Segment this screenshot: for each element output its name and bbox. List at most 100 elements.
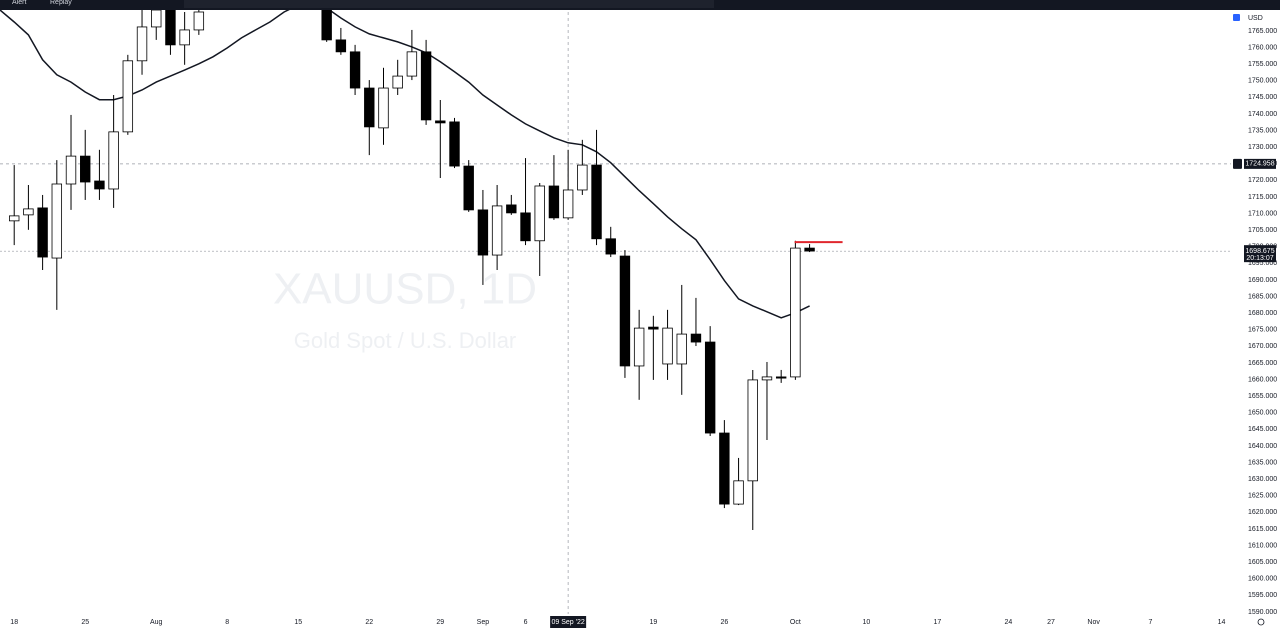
y-tick-label: 1740.000: [1248, 111, 1277, 118]
watermark: XAUUSD, 1D Gold Spot / U.S. Dollar: [273, 265, 537, 353]
candle-body: [420, 51, 432, 121]
drawing-tools[interactable]: [184, 0, 714, 8]
candle-body: [761, 376, 773, 381]
y-tick-label: 1680.000: [1248, 310, 1277, 317]
y-tick-label: 1710.000: [1248, 210, 1277, 217]
candle-body: [94, 180, 105, 190]
watermark-title: XAUUSD, 1D: [273, 265, 537, 314]
y-tick-label: 1745.000: [1248, 94, 1277, 101]
crosshair-plus-button[interactable]: [1233, 158, 1242, 169]
candle-body: [775, 376, 787, 379]
y-tick-label: 1750.000: [1248, 78, 1277, 85]
candle-body: [506, 204, 517, 214]
y-tick-label: 1675.000: [1248, 327, 1277, 334]
candle-body: [690, 333, 702, 343]
crosshair-price-label: 1724.958: [1245, 161, 1274, 168]
candle-body: [719, 432, 730, 505]
candle-body: [335, 39, 347, 53]
y-tick-label: 1590.000: [1248, 609, 1277, 616]
x-tick-label: Aug: [150, 619, 163, 626]
y-tick-label: 1605.000: [1248, 559, 1277, 566]
candle-body: [179, 29, 190, 46]
y-tick-label: 1650.000: [1248, 410, 1277, 417]
y-tick-label: 1630.000: [1248, 476, 1277, 483]
last-price-label: 1698.675: [1245, 248, 1274, 255]
y-tick-label: 1705.000: [1248, 227, 1277, 234]
x-tick-label: 27: [1047, 619, 1055, 626]
x-tick-label: 26: [720, 619, 728, 626]
watermark-subtitle: Gold Spot / U.S. Dollar: [294, 328, 517, 353]
candle-body: [662, 327, 673, 365]
x-tick-label: 22: [365, 619, 373, 626]
x-tick-label: 25: [81, 619, 89, 626]
x-tick-label: 7: [1149, 619, 1153, 626]
y-tick-label: 1735.000: [1248, 127, 1277, 134]
candle-body: [23, 208, 34, 216]
y-tick-label: 1655.000: [1248, 393, 1277, 400]
y-tick-label: 1685.000: [1248, 293, 1277, 300]
candle-body: [9, 215, 20, 222]
candle-body: [392, 75, 403, 89]
y-tick-label: 1640.000: [1248, 443, 1277, 450]
candle-body: [80, 155, 91, 183]
candle-body: [435, 120, 446, 124]
candle-body: [151, 10, 162, 28]
x-tick-label: 8: [225, 619, 229, 626]
crosshair-date-box: [550, 616, 587, 628]
settings-button[interactable]: [1257, 618, 1265, 626]
y-tick-label: 1760.000: [1248, 44, 1277, 51]
x-tick-label: Oct: [790, 619, 801, 626]
plot-area: [0, 10, 1230, 614]
axes: 1590.000 1595.000 1600.000 1605.000 1610.000…: [10, 28, 1277, 628]
crosshair-date-label: 09 Sep '22: [551, 619, 584, 626]
moving-average: [0, 10, 810, 319]
currency-label[interactable]: USD: [1248, 15, 1263, 22]
candle-body: [733, 480, 744, 505]
candle-body: [193, 11, 205, 31]
candle-body: [562, 189, 574, 219]
y-tick-label: 1715.000: [1248, 194, 1277, 201]
last-price-box: [1244, 245, 1276, 263]
x-tick-label: Nov: [1087, 619, 1100, 626]
y-tick-label: 1755.000: [1248, 61, 1277, 68]
currency-icon[interactable]: [1233, 14, 1240, 21]
candle-body: [136, 26, 148, 62]
candle-body: [534, 185, 545, 242]
candle-body: [378, 87, 389, 129]
candle-body: [491, 205, 503, 256]
candle-body: [349, 51, 361, 89]
x-tick-label: 14: [1218, 619, 1226, 626]
x-tick-label: 15: [294, 619, 302, 626]
toolbar-item[interactable]: Replay: [50, 0, 72, 6]
y-tick-label: 1600.000: [1248, 576, 1277, 583]
candle-body: [704, 341, 716, 434]
candle-body: [65, 155, 77, 185]
candle-body: [633, 327, 645, 367]
candle-body: [406, 51, 418, 77]
y-tick-label: 1665.000: [1248, 360, 1277, 367]
x-tick-label: 6: [524, 619, 528, 626]
candle-body: [51, 183, 63, 259]
y-tick-label: 1595.000: [1248, 592, 1277, 599]
candle-body: [619, 255, 631, 367]
toolbar-item[interactable]: Alert: [12, 0, 26, 6]
y-tick-label: 1670.000: [1248, 343, 1277, 350]
candle-body: [165, 10, 176, 46]
candle-body: [520, 212, 531, 242]
x-tick-label: 24: [1005, 619, 1013, 626]
y-tick-label: 1695.000: [1248, 260, 1277, 267]
candle-body: [463, 165, 474, 211]
crosshair-price-box: [1244, 158, 1276, 169]
y-tick-label: 1730.000: [1248, 144, 1277, 151]
candle-body: [122, 60, 134, 133]
candle-body: [790, 247, 801, 378]
candle-body: [648, 326, 659, 330]
y-tick-label: 1620.000: [1248, 509, 1277, 516]
candle-body: [321, 10, 332, 41]
x-tick-label: 19: [649, 619, 657, 626]
candle-body: [676, 333, 687, 365]
candle-body: [804, 247, 815, 252]
x-tick-label: 29: [436, 619, 444, 626]
y-tick-label: 1610.000: [1248, 542, 1277, 549]
